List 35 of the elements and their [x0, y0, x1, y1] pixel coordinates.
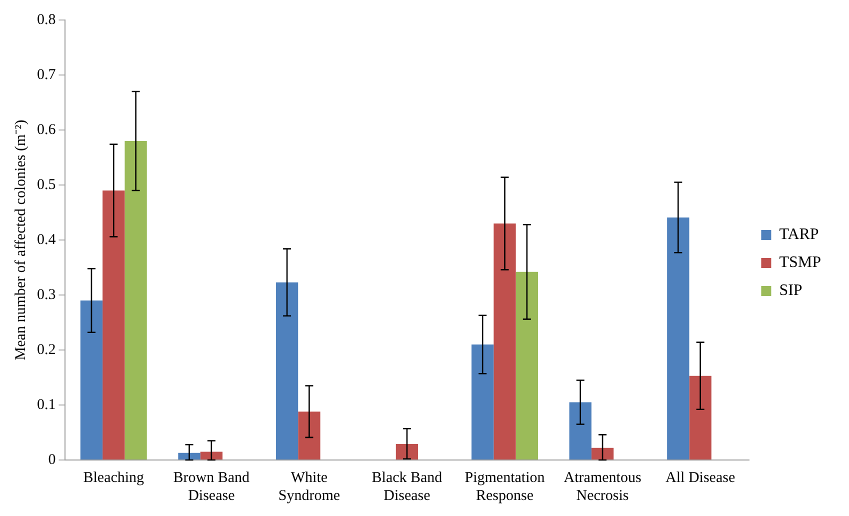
legend-label: TSMP	[779, 254, 822, 272]
x-tick-label: Black Band Disease	[372, 470, 443, 504]
y-axis-title: Mean number of affected colonies (m⁻²)	[12, 120, 29, 360]
y-tick-label: 0.6	[37, 122, 56, 138]
y-tick-label: 0.7	[37, 66, 56, 83]
y-tick-label: 0.1	[37, 396, 56, 413]
bar	[102, 190, 125, 460]
bar	[494, 224, 516, 460]
y-tick-label: 0.5	[37, 176, 56, 193]
y-tick-label: 0.4	[37, 232, 56, 248]
x-tick-label: Brown Band Disease	[173, 470, 250, 504]
bar	[276, 282, 298, 460]
bar	[124, 141, 147, 460]
bar	[591, 448, 614, 460]
x-tick-label: Bleaching	[83, 470, 145, 486]
x-tick-label: Atramentous Necrosis	[564, 470, 642, 504]
y-tick-label: 0	[48, 452, 56, 468]
bar	[516, 272, 538, 460]
bar	[80, 300, 103, 460]
x-tick-label: White Syndrome	[278, 470, 340, 504]
y-tick-label: 0.2	[37, 342, 56, 358]
bar	[569, 402, 592, 460]
y-tick-label: 0.3	[37, 286, 56, 303]
bar	[472, 344, 494, 460]
bar	[396, 444, 418, 460]
bar	[689, 376, 712, 460]
bar	[298, 412, 320, 460]
bar	[667, 217, 690, 460]
y-tick-label: 0.8	[37, 12, 56, 28]
bar	[200, 452, 222, 460]
x-tick-label: Pigmentation Response	[464, 470, 546, 504]
x-tick-label: All Disease	[666, 470, 736, 486]
legend-label: SIP	[779, 282, 802, 300]
bar	[178, 452, 200, 460]
legend-label: TARP	[779, 226, 819, 244]
